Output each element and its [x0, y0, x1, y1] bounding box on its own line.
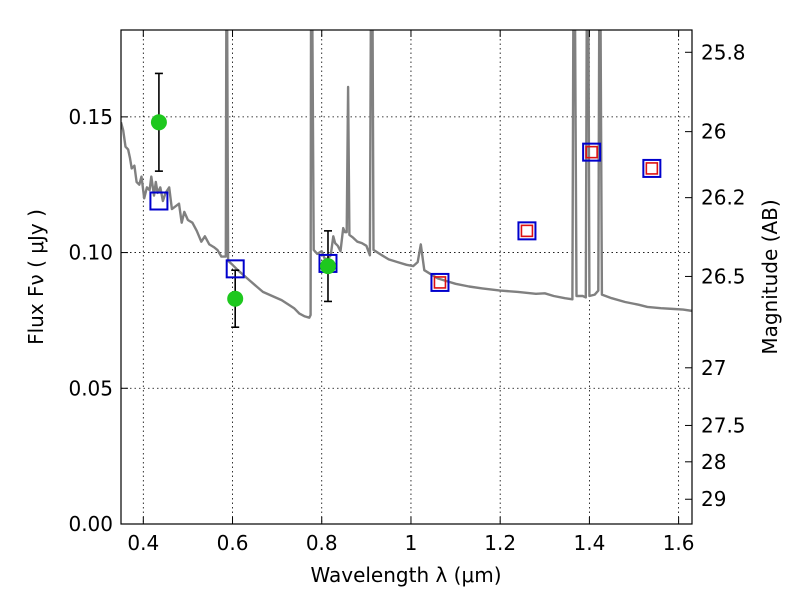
y-tick-label: 0.15 [68, 105, 113, 129]
x-tick-label: 1 [405, 531, 418, 555]
grid-lines [121, 30, 692, 525]
observed-photometry-point [150, 114, 167, 131]
model-photometry-square [517, 221, 537, 241]
axis-ticks: 0.4 0.6 0.8 1 1.2 1.4 1.6 0.00 0.05 0.10 0.15 25.8 2… [68, 30, 746, 555]
y-axis-label: Flux Fν ( μJy ) [24, 209, 48, 345]
x-tick-label: 1.4 [573, 531, 605, 555]
x-tick-label: 0.8 [306, 531, 338, 555]
x-tick-label: 1.6 [663, 531, 695, 555]
mag-tick-label: 26 [701, 120, 726, 144]
model-spectrum-line [121, 30, 692, 319]
y-tick-label: 0.00 [68, 512, 113, 536]
y-tick-label: 0.05 [68, 376, 113, 400]
model-photometry-square [430, 272, 450, 292]
x-axis-label: Wavelength λ (μm) [310, 563, 501, 587]
predicted-photometry-square [645, 162, 659, 175]
mag-tick-label: 26.5 [701, 264, 746, 288]
x-tick-label: 1.2 [484, 531, 516, 555]
y2-axis-label: Magnitude (AB) [758, 199, 782, 354]
x-tick-label: 0.4 [127, 531, 159, 555]
marker-layer [149, 72, 662, 329]
model-photometry-square [225, 259, 245, 279]
mag-tick-label: 26.2 [701, 186, 746, 210]
model-photometry-square [582, 142, 602, 162]
observed-photometry-point [319, 258, 336, 275]
mag-tick-label: 27.5 [701, 413, 746, 437]
predicted-photometry-square [520, 224, 534, 238]
spectrum-layer [121, 30, 692, 319]
mag-tick-label: 29 [701, 487, 726, 511]
predicted-photometry-square [433, 276, 447, 289]
x-tick-label: 0.6 [217, 531, 249, 555]
mag-tick-label: 25.8 [701, 40, 746, 64]
plot-frame [120, 29, 693, 525]
model-photometry-square [149, 191, 169, 211]
model-photometry-square [642, 158, 662, 178]
y-tick-label: 0.10 [68, 241, 113, 265]
mag-tick-label: 27 [701, 356, 726, 380]
mag-tick-label: 28 [701, 450, 726, 474]
predicted-photometry-square [585, 145, 598, 159]
observed-photometry-point [227, 290, 244, 307]
